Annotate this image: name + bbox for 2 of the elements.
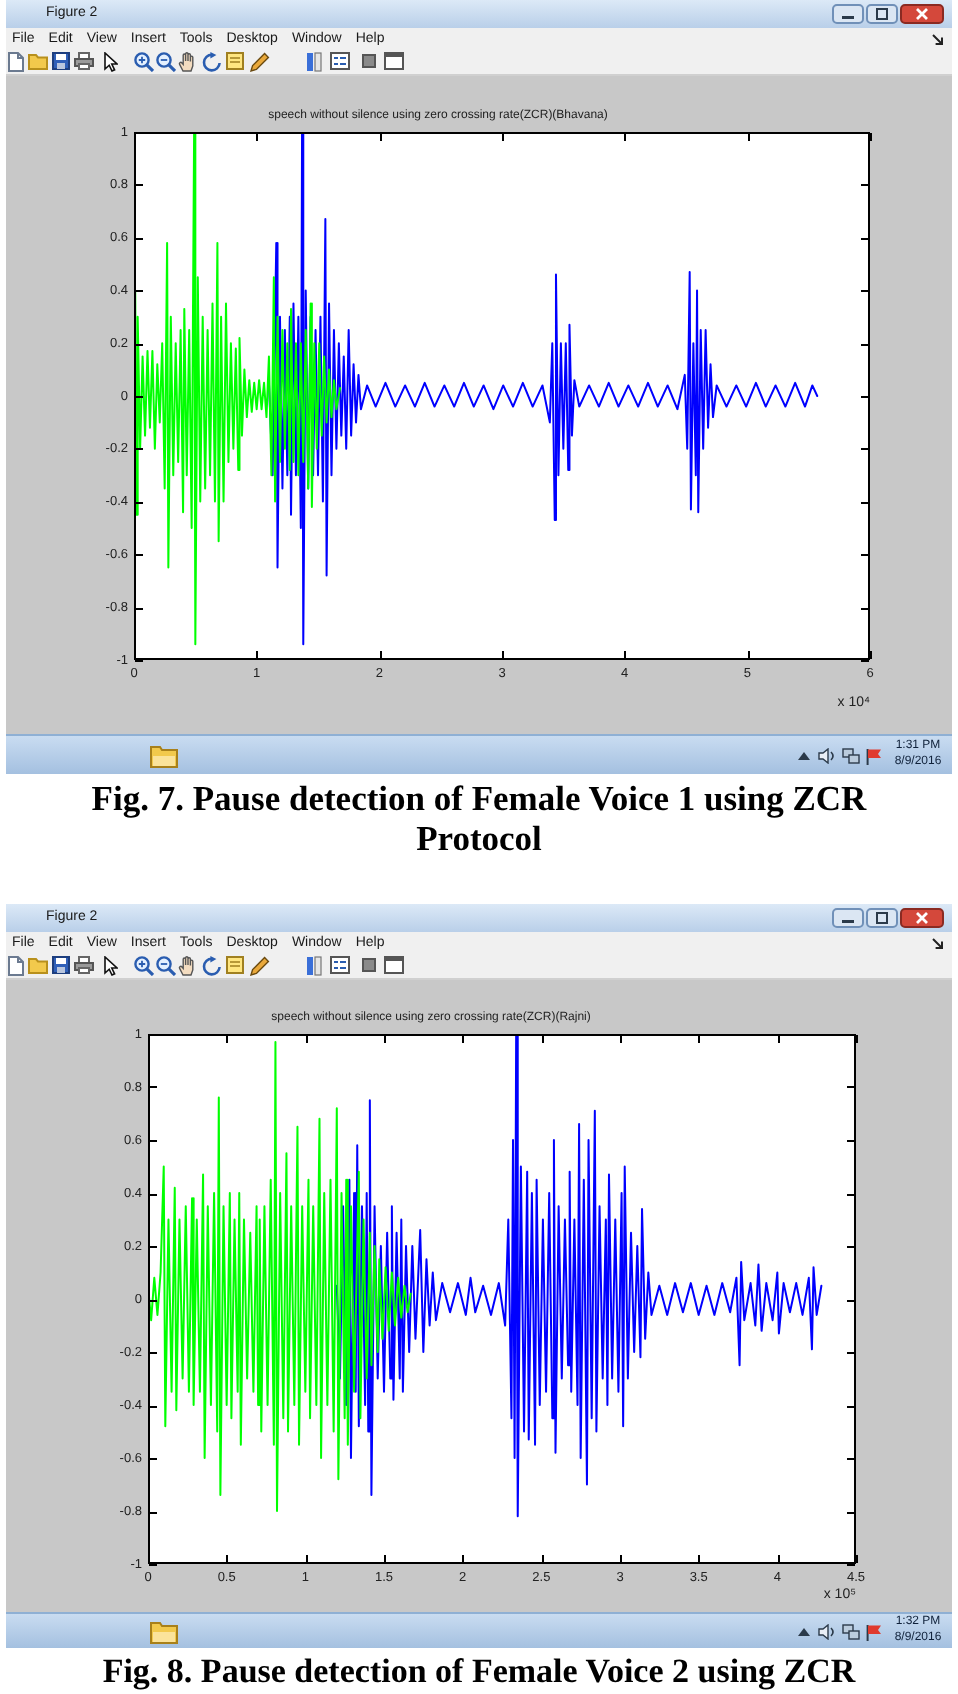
caption: Fig. 8. Pause detection of Female Voice 2 using ZCR [100, 1650, 858, 1692]
caption: Fig. 7. Pause detection of Female Voice 1 using ZCR Protocol [89, 778, 869, 858]
